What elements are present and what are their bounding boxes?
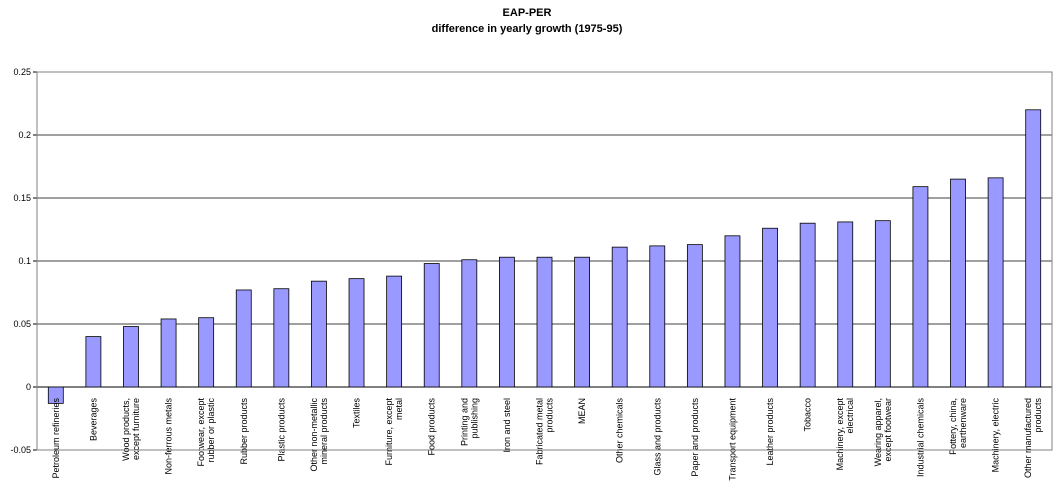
- bar: [762, 227, 778, 388]
- bar: [799, 222, 816, 388]
- x-category-label: Other chemicals: [615, 398, 625, 464]
- bar: [85, 336, 102, 388]
- y-tick-label: -0.05: [10, 445, 31, 455]
- y-tick-label: 0.05: [13, 319, 31, 329]
- y-tick-label: 0.2: [18, 130, 31, 140]
- y-tick-label: 0: [26, 382, 31, 392]
- bar: [874, 220, 891, 388]
- x-category-label: Transport equipment: [727, 398, 737, 481]
- x-category-label: Non-ferrous metals: [164, 398, 174, 475]
- bar: [611, 246, 628, 388]
- chart-title: EAP-PER: [503, 7, 552, 19]
- x-category-label: Tobacco: [803, 398, 813, 432]
- x-category-label: Footwear, exceptrubber or plastic: [196, 398, 216, 467]
- x-category-label: Wood products,except furniture: [121, 398, 141, 461]
- x-category-label: Industrial chemicals: [915, 398, 925, 478]
- bar: [950, 178, 966, 388]
- x-category-label: Fabricated metalproducts: [535, 398, 555, 466]
- x-category-label: Petroleum refineries: [51, 398, 61, 479]
- x-category-label: Wearing apparel,except footwear: [873, 398, 893, 466]
- bar: [386, 275, 403, 388]
- x-category-label: Food products: [427, 398, 437, 456]
- bar: [123, 326, 139, 388]
- x-category-label: Glass and products: [652, 398, 662, 476]
- x-category-label: Machinery, electric: [991, 398, 1001, 473]
- x-category-label: Plastic products: [276, 398, 286, 462]
- x-category-label: Other manufacturedproducts: [1023, 398, 1043, 479]
- bar: [649, 245, 666, 388]
- bar: [47, 386, 64, 404]
- bar: [499, 256, 515, 388]
- x-category-label: MEAN: [577, 398, 587, 424]
- y-axis-ticks: 0.25 0.2 0.15 0.1 0.05 0 -0.05: [10, 67, 37, 455]
- x-category-label: Furniture, exceptmetal: [384, 398, 404, 466]
- bar: [912, 186, 929, 388]
- plot-area-frame: [36, 71, 1053, 451]
- x-category-label: Iron and steel: [502, 398, 512, 453]
- x-category-label: Rubber products: [239, 398, 249, 465]
- x-category-label: Beverages: [88, 398, 98, 442]
- bar: [235, 289, 252, 388]
- bar: [837, 221, 854, 388]
- bar: [987, 177, 1004, 388]
- chart-subtitle: difference in yearly growth (1975-95): [432, 23, 623, 35]
- bar: [273, 288, 290, 388]
- x-category-label: Textiles: [352, 398, 362, 429]
- bar: [461, 259, 478, 388]
- bar: [686, 244, 703, 388]
- x-category-label: Other non-metallicmineral products: [309, 398, 329, 472]
- x-category-label: Pottery, china,earthenware: [948, 398, 968, 455]
- x-category-label: Machinery, exceptelectrical: [835, 398, 855, 471]
- bar: [198, 317, 215, 388]
- bars: [47, 109, 1042, 404]
- bar: [348, 278, 365, 388]
- y-tick-label: 0.1: [18, 256, 31, 266]
- x-category-label: Leather products: [765, 398, 775, 466]
- bar: [724, 235, 741, 388]
- y-tick-label: 0.25: [13, 67, 31, 77]
- x-category-label: Printing andpublishing: [459, 398, 479, 446]
- bar: [536, 256, 553, 388]
- y-tick-label: 0.15: [13, 193, 31, 203]
- bar: [160, 318, 177, 388]
- bar: [1025, 109, 1042, 388]
- bar: [574, 256, 590, 388]
- bar: [423, 263, 440, 388]
- bar: [311, 280, 327, 388]
- x-category-label: Paper and products: [690, 398, 700, 477]
- x-axis-labels: Petroleum refineries Beverages Wood produc…: [51, 398, 1043, 481]
